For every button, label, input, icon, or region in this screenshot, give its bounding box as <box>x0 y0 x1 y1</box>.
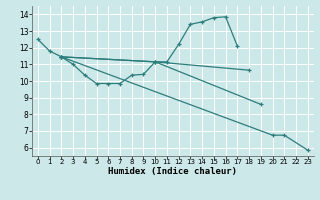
X-axis label: Humidex (Indice chaleur): Humidex (Indice chaleur) <box>108 167 237 176</box>
